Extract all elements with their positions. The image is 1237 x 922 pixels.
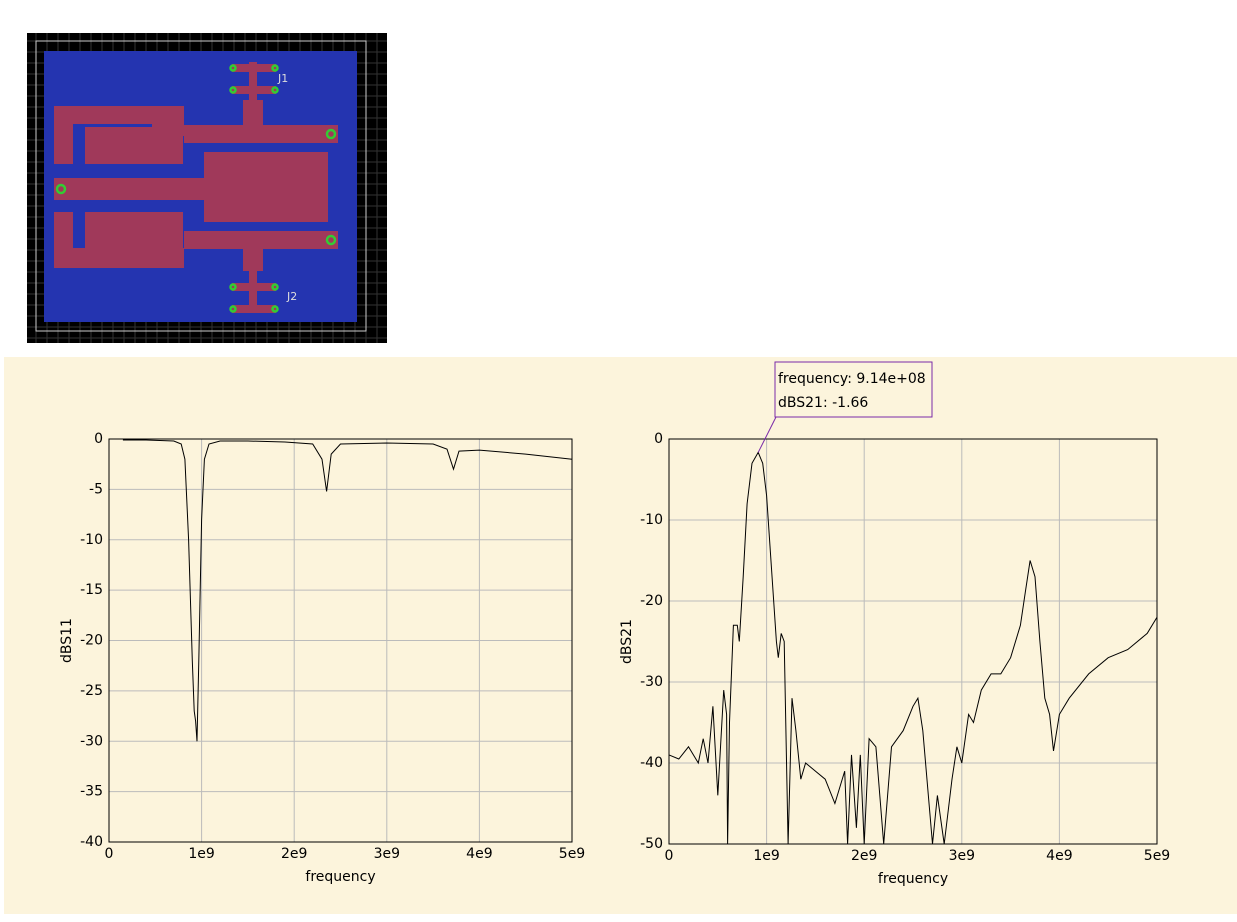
marker-text: dBS21: -1.66: [778, 395, 868, 411]
component-label: J1: [277, 72, 288, 85]
plot-frame: [668, 438, 1158, 845]
y-tick-label: -20: [80, 633, 103, 649]
y-tick-label: -5: [89, 481, 103, 497]
y-tick-label: -40: [640, 755, 663, 771]
traces: [54, 62, 338, 313]
y-tick-label: -15: [80, 582, 103, 598]
pcb-view: J1 J2: [27, 33, 387, 343]
component-label: J2: [286, 290, 297, 303]
x-tick-label: 1e9: [753, 848, 779, 864]
y-tick-label: -25: [80, 683, 103, 699]
pads: [55, 64, 337, 313]
marker-box: [774, 361, 933, 418]
y-tick-label: 0: [654, 431, 663, 447]
y-tick-label: -10: [80, 532, 103, 548]
x-tick-label: 4e9: [466, 846, 492, 862]
data-line: [668, 451, 1158, 845]
x-tick-label: 5e9: [559, 846, 585, 862]
board-outline: [35, 40, 367, 332]
x-tick-label: 3e9: [374, 846, 400, 862]
x-tick-label: 3e9: [949, 848, 975, 864]
x-tick-label: 1e9: [188, 846, 214, 862]
x-tick-label: 2e9: [851, 848, 877, 864]
y-axis-label: dBS11: [59, 618, 75, 663]
y-tick-label: -35: [80, 784, 103, 800]
x-axis-label: frequency: [305, 869, 375, 885]
marker-text: frequency: 9.14e+08: [778, 371, 926, 387]
x-tick-label: 0: [105, 846, 114, 862]
plot-panel: [4, 357, 1237, 914]
y-tick-label: -20: [640, 593, 663, 609]
x-axis-label: frequency: [878, 871, 948, 887]
y-tick-label: -40: [80, 834, 103, 850]
marker-leader: [757, 416, 777, 453]
x-tick-label: 5e9: [1144, 848, 1170, 864]
x-tick-label: 0: [665, 848, 674, 864]
y-tick-label: -50: [640, 836, 663, 852]
data-line: [122, 439, 573, 742]
y-tick-label: -10: [640, 512, 663, 528]
x-tick-label: 2e9: [281, 846, 307, 862]
y-tick-label: 0: [94, 431, 103, 447]
y-tick-label: -30: [640, 674, 663, 690]
y-axis-label: dBS21: [619, 619, 635, 664]
x-tick-label: 4e9: [1046, 848, 1072, 864]
plot-frame: [108, 438, 573, 843]
y-tick-label: -30: [80, 733, 103, 749]
